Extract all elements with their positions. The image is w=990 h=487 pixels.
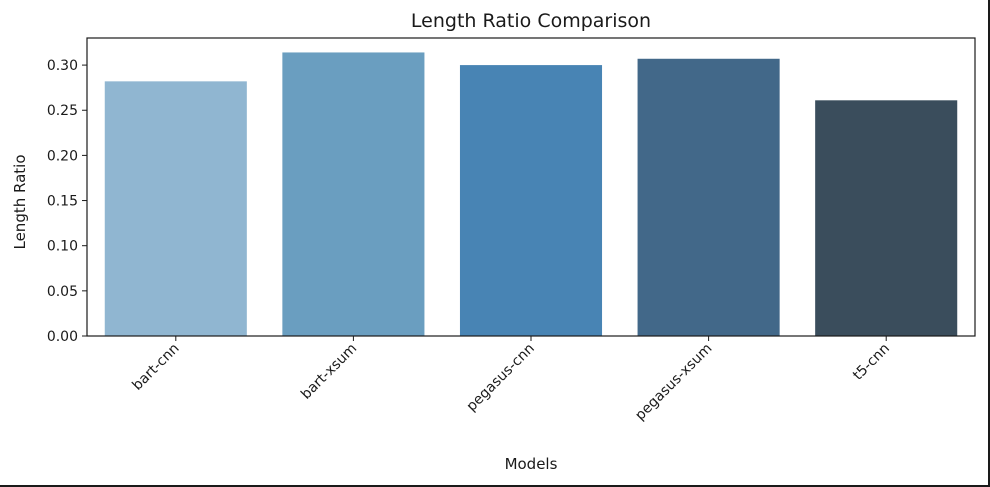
y-axis-label: Length Ratio <box>11 154 29 249</box>
y-tick-label: 0.25 <box>47 103 78 119</box>
y-tick-label: 0.15 <box>47 194 78 210</box>
x-axis-label: Models <box>505 455 558 473</box>
bar-pegasus-cnn <box>459 65 603 336</box>
bar-bart-xsum <box>282 52 425 336</box>
bar-bart-cnn <box>104 81 247 336</box>
y-tick-label: 0.30 <box>47 58 78 74</box>
x-tick-label-pegasus-cnn: pegasus-cnn <box>464 341 538 415</box>
x-axis: bart-cnn bart-xsum pegasus-cnn pegasus-xsum… <box>129 336 893 424</box>
y-tick-label: 0.10 <box>47 239 78 255</box>
bar-pegasus-xsum <box>637 58 780 337</box>
y-axis: 0.00 0.05 0.10 0.15 0.20 0.25 0.30 <box>47 58 87 345</box>
y-tick-label: 0.20 <box>47 148 78 164</box>
y-tick-label: 0.05 <box>47 284 78 300</box>
x-tick-label-bart-xsum: bart-xsum <box>298 341 360 403</box>
x-tick-label-bart-cnn: bart-cnn <box>129 341 182 394</box>
x-tick-label-pegasus-xsum: pegasus-xsum <box>632 341 715 424</box>
chart-title: Length Ratio Comparison <box>411 10 651 32</box>
bar-t5-cnn <box>815 100 958 337</box>
y-tick-label: 0.00 <box>47 329 78 345</box>
x-tick-label-t5-cnn: t5-cnn <box>850 341 893 384</box>
bars-group <box>104 52 958 337</box>
